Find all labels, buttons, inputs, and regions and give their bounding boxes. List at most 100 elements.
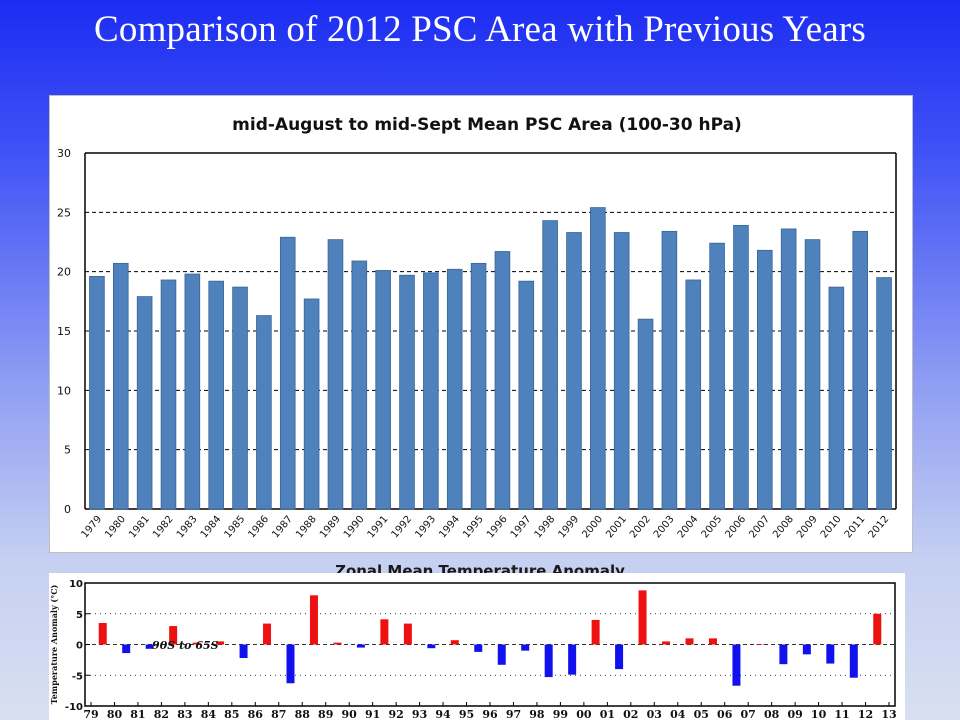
anomaly-bar-10 (802, 644, 811, 655)
x-tick-label: 97 (506, 708, 521, 720)
x-tick-label: 94 (435, 708, 451, 720)
x-tick-label: 1999 (556, 514, 581, 541)
bar-1980 (112, 262, 129, 510)
anomaly-bar-88 (286, 644, 295, 684)
y-tick-label: 20 (57, 266, 71, 279)
bar-1985 (232, 286, 248, 510)
x-tick-label: 06 (717, 708, 733, 720)
x-tick-label: 1996 (485, 514, 510, 541)
x-tick-label: 2005 (700, 514, 725, 541)
bar-1981 (136, 296, 153, 510)
x-tick-label: 1985 (223, 514, 248, 541)
anomaly-bar-02 (615, 644, 624, 670)
x-tick-label: 95 (459, 708, 474, 720)
anomaly-bar-82 (145, 644, 154, 649)
x-tick-label: 07 (741, 708, 756, 720)
bar-1992 (399, 274, 415, 510)
bar-2003 (661, 230, 678, 510)
x-tick-label: 1979 (79, 514, 104, 541)
anomaly-bar-96 (474, 644, 483, 652)
x-tick-label: 96 (482, 708, 498, 720)
bar-1991 (375, 270, 391, 510)
x-tick-label: 2004 (676, 514, 701, 541)
temperature-anomaly-chart: 10 5 0 -5 -10 Temperature Anomaly (°C) 79 80 81 8… (49, 579, 897, 720)
bar-1979 (89, 276, 105, 510)
anomaly-bar-11 (826, 644, 835, 664)
bar-2002 (637, 318, 654, 510)
anomaly-bar-01 (591, 619, 600, 645)
x-tick-label: 99 (553, 708, 568, 720)
psc-chart-title: mid-August to mid-Sept Mean PSC Area (10… (232, 115, 742, 135)
x-tick-label: 92 (388, 708, 403, 720)
bar-2000 (590, 207, 606, 510)
x-tick-label: 1983 (175, 514, 200, 541)
bar-1996 (494, 251, 511, 510)
x-tick-label: 1986 (246, 514, 271, 541)
bar-1995 (470, 262, 487, 510)
x-tick-label: 93 (412, 708, 427, 720)
y-axis-label: Temperature Anomaly (°C) (49, 584, 59, 704)
x-tick-label: 12 (858, 708, 873, 720)
y-tick-label: 5 (76, 610, 83, 621)
x-tick-label: 1994 (437, 514, 462, 541)
x-tick-label: 2011 (843, 514, 868, 541)
x-tick-label: 04 (670, 708, 686, 720)
anomaly-bar-98 (521, 644, 530, 651)
x-tick-label: 83 (177, 708, 192, 720)
anomaly-bar-81 (122, 644, 131, 654)
x-tick-label: 1988 (294, 514, 319, 541)
psc-area-chart: mid-August to mid-Sept Mean PSC Area (10… (57, 115, 897, 541)
bar-1988 (303, 298, 320, 510)
anomaly-bar-95 (450, 640, 459, 645)
anomaly-bar-85 (216, 641, 225, 645)
x-tick-label: 00 (576, 708, 592, 720)
anomaly-bar-80 (98, 622, 107, 645)
bar-2007 (757, 249, 773, 510)
anomaly-bar-92 (380, 619, 389, 645)
x-tick-label: 11 (834, 708, 849, 720)
x-tick-label: 1998 (533, 514, 558, 541)
bar-1983 (184, 273, 201, 510)
anomaly-bar-07 (732, 644, 741, 686)
anomaly-bar-83 (169, 626, 178, 645)
y-tick-label: 25 (57, 206, 71, 219)
anomaly-bar-86 (239, 644, 248, 659)
x-tick-label: 1993 (413, 514, 438, 541)
bar-2012 (876, 277, 892, 510)
bar-2008 (780, 228, 797, 510)
bar-2011 (852, 230, 869, 510)
y-tick-label: 10 (69, 579, 83, 590)
x-tick-label: 1997 (509, 514, 534, 541)
anomaly-bar-90 (333, 642, 342, 645)
psc-area-chart-panel: mid-August to mid-Sept Mean PSC Area (10… (49, 95, 913, 553)
x-tick-label: 1981 (127, 514, 152, 541)
y-tick-label: 0 (64, 503, 71, 516)
bar-2005 (709, 242, 725, 510)
x-tick-label: 1992 (390, 514, 415, 541)
bar-1987 (279, 236, 296, 510)
x-tick-label: 02 (623, 708, 638, 720)
x-tick-label: 1984 (199, 514, 224, 541)
anomaly-bar-99 (544, 644, 553, 678)
x-tick-label: 88 (295, 708, 311, 720)
x-tick-label: 91 (365, 708, 380, 720)
x-tick-label: 90 (342, 708, 358, 720)
bar-1998 (542, 220, 558, 510)
region-annotation: 90S to 65S (152, 639, 219, 652)
bar-2004 (685, 279, 702, 510)
x-tick-label: 2007 (747, 514, 772, 541)
anomaly-bar-91 (356, 644, 365, 648)
anomaly-bar-08 (755, 644, 764, 645)
y-tick-label: 15 (57, 325, 71, 338)
anomaly-bar-97 (497, 644, 506, 665)
anomaly-bar-87 (263, 623, 272, 645)
anomaly-bar-03 (638, 590, 647, 645)
x-tick-label: 2009 (795, 514, 820, 541)
x-tick-label: 84 (201, 708, 217, 720)
bar-1989 (327, 239, 344, 510)
bar-1986 (256, 315, 272, 510)
anomaly-bar-06 (708, 638, 717, 645)
bar-1993 (423, 272, 439, 510)
x-tick-label: 2002 (628, 514, 653, 541)
x-tick-label: 1982 (151, 514, 176, 541)
